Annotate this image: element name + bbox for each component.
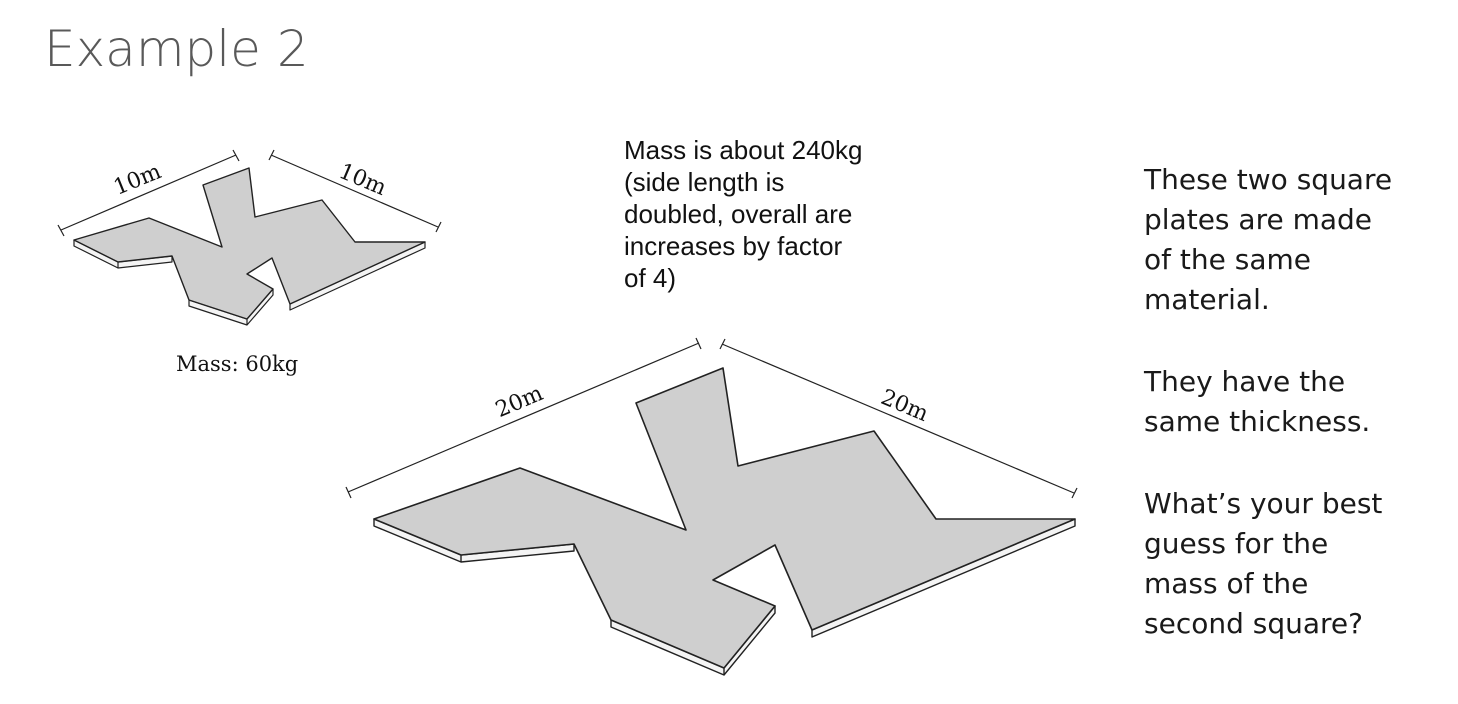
prompt-line: same thickness. bbox=[1144, 405, 1371, 438]
annotation-line: of 4) bbox=[624, 263, 677, 293]
small-dimension-b bbox=[268, 149, 442, 233]
prompt-line: guess for the bbox=[1144, 527, 1329, 560]
prompt-line: They have the bbox=[1144, 365, 1346, 398]
large-dimension-b bbox=[719, 338, 1078, 499]
prompt-line: material. bbox=[1144, 283, 1270, 316]
small-plate-edge bbox=[73, 239, 426, 326]
prompt-line: plates are made bbox=[1144, 203, 1373, 236]
page-title: Example 2 bbox=[44, 20, 309, 78]
annotation-line: Mass is about 240kg bbox=[624, 135, 863, 165]
small-mass-label: Mass: 60kg bbox=[176, 352, 298, 376]
prompt-line: What’s your best bbox=[1144, 487, 1383, 520]
mass-annotation: Mass is about 240kg (side length is doub… bbox=[624, 134, 924, 294]
large-plate: 20m 20m bbox=[345, 337, 1078, 676]
annotation-line: doubled, overall are bbox=[624, 199, 853, 229]
prompt-line: second square? bbox=[1144, 607, 1364, 640]
small-side-a-label: 10m bbox=[110, 159, 165, 201]
large-dimension-a bbox=[345, 337, 702, 499]
small-plate: 10m 10m Mass: 60kg bbox=[57, 149, 442, 376]
prompt-line: of the same bbox=[1144, 243, 1311, 276]
annotation-line: increases by factor bbox=[624, 231, 843, 261]
prompt-line: mass of the bbox=[1144, 567, 1309, 600]
small-plate-face bbox=[73, 167, 426, 320]
small-dimension-a bbox=[57, 149, 240, 237]
large-plate-face bbox=[373, 367, 1076, 669]
large-side-a-label: 20m bbox=[492, 381, 547, 423]
annotation-line: (side length is bbox=[624, 167, 785, 197]
prompt-line: These two square bbox=[1144, 163, 1393, 196]
question-text: These two square plates are made of the … bbox=[1144, 160, 1444, 644]
large-plate-edge bbox=[373, 518, 1076, 676]
